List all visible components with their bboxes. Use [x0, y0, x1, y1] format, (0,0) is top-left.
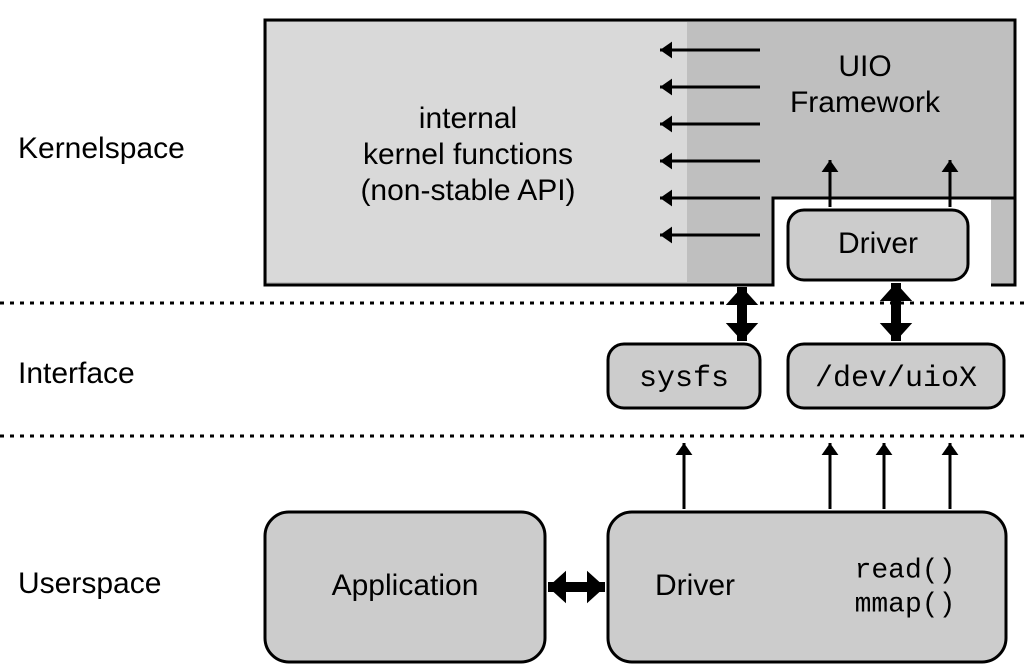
read-mmap-label-line2: mmap() [855, 589, 956, 620]
arrow-udriver-up-4-head [942, 443, 959, 455]
sysfs-label: sysfs [639, 362, 729, 396]
uio-framework-label-line1: UIO [838, 50, 891, 83]
user-driver-label: Driver [655, 569, 735, 602]
row-label-interface: Interface [18, 357, 135, 390]
read-mmap-label-line1: read() [855, 555, 956, 586]
arrow-udriver-up-2-head [822, 443, 839, 455]
uio-framework-label-line2: Framework [790, 86, 941, 119]
kernel-driver-label: Driver [838, 227, 918, 260]
application-label: Application [332, 569, 479, 602]
arrow-udriver-up-1-head [676, 443, 693, 455]
row-label-kernelspace: Kernelspace [18, 132, 185, 165]
arrow-udriver-up-3-head [876, 443, 893, 455]
kernel-internal-label-line2: kernel functions [363, 138, 573, 171]
dev-uiox-label: /dev/uioX [815, 362, 977, 396]
kernel-internal-label-line1: internal [419, 102, 517, 135]
row-label-userspace: Userspace [18, 567, 161, 600]
kernel-internal-label-line3: (non-stable API) [360, 174, 575, 207]
